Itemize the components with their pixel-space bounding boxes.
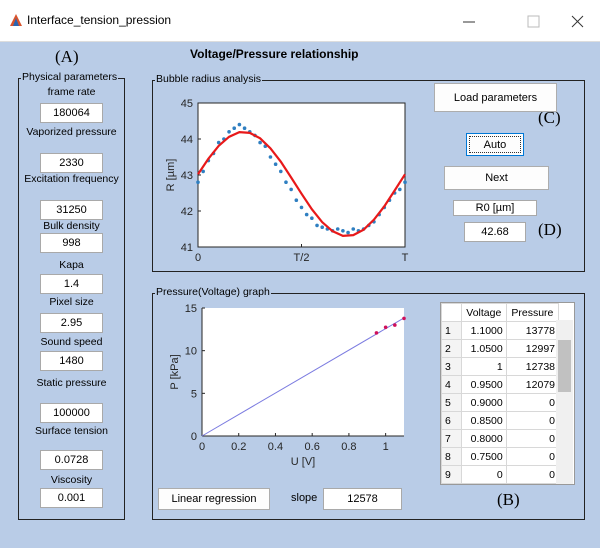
param-label: frame rate: [47, 86, 96, 98]
param-field[interactable]: 180064: [40, 103, 103, 123]
annotation: (A): [55, 47, 79, 66]
param-field[interactable]: 0.001: [40, 488, 103, 508]
param-field[interactable]: 100000: [40, 403, 103, 423]
param-field[interactable]: 1.4: [40, 274, 103, 294]
table-cell: 0: [505, 393, 560, 412]
param-label: Surface tension: [35, 425, 108, 437]
r0-field[interactable]: 42.68: [464, 222, 526, 242]
load-button[interactable]: Load parameters: [434, 83, 557, 112]
param-label: Excitation frequency: [24, 173, 119, 185]
param-label: Vaporized pressure: [26, 126, 117, 138]
table-cell: 0.8000: [460, 429, 507, 448]
corner-cell: [441, 303, 462, 322]
param-label: Kapa: [59, 259, 84, 271]
table-cell: 0.7500: [460, 447, 507, 466]
next-button[interactable]: Next: [444, 166, 549, 190]
slope-field[interactable]: 12578: [323, 488, 402, 510]
param-label: Pixel size: [49, 296, 94, 308]
row-index: 7: [441, 429, 462, 448]
row-index: 10: [441, 483, 462, 484]
row-index: 8: [441, 447, 462, 466]
annotation: (D): [538, 220, 562, 239]
annotation: (C): [538, 108, 561, 127]
table-cell: 12738: [505, 357, 560, 376]
table-cell: 1: [460, 357, 507, 376]
table-cell: 12079: [505, 375, 560, 394]
heading: Voltage/Pressure relationship: [190, 47, 359, 61]
table-cell: 13778: [505, 321, 560, 340]
table-row: 1 1.1000 13778: [441, 321, 560, 340]
table-cell: 1.1000: [460, 321, 507, 340]
row-index: 2: [441, 339, 462, 358]
table-row: 1000: [441, 483, 560, 484]
slope-label: slope: [291, 492, 318, 504]
table-cell: 0.9000: [460, 393, 507, 412]
scroll-thumb: [558, 340, 571, 392]
param-label: Static pressure: [36, 377, 107, 389]
table-cell: 0: [505, 429, 560, 448]
param-field[interactable]: 2330: [40, 153, 103, 173]
table-row: 6 0.8500 0: [441, 411, 560, 430]
param-field[interactable]: 0.0728: [40, 450, 103, 470]
table-cell: 0: [505, 483, 560, 484]
param-field[interactable]: 2.95: [40, 313, 103, 333]
table-cell: 1.0500: [460, 339, 507, 358]
table-row: 8 0.7500 0: [441, 447, 560, 466]
table-row: 5 0.9000 0: [441, 393, 560, 412]
r0-label: R0 [µm]: [453, 200, 537, 216]
row-index: 5: [441, 393, 462, 412]
window-title: Interface_tension_pression: [27, 13, 172, 27]
scroll-up: [560, 320, 570, 334]
column-header: Voltage: [460, 303, 507, 322]
auto-button[interactable]: Auto: [466, 133, 524, 156]
annotation: (B): [497, 490, 520, 509]
group-box: [152, 80, 585, 272]
table-cell: 0: [505, 411, 560, 430]
table-row: 4 0.9500 12079: [441, 375, 560, 394]
table-cell: 0: [460, 465, 507, 484]
row-index: 9: [441, 465, 462, 484]
table-row: 3 1 12738: [441, 357, 560, 376]
table-cell: 0: [505, 447, 560, 466]
table-cell: 0: [460, 483, 507, 484]
row-index: 4: [441, 375, 462, 394]
regression-button[interactable]: Linear regression: [158, 488, 270, 510]
title-bar: Interface_tension_pression: [0, 0, 600, 42]
table-row: 7 0.8000 0: [441, 429, 560, 448]
window-controls[interactable]: [455, 10, 595, 34]
param-label: Bulk density: [43, 220, 100, 232]
row-index: 3: [441, 357, 462, 376]
param-field[interactable]: 1480: [40, 351, 103, 371]
table-cell: 0.9500: [460, 375, 507, 394]
header-row: Voltage Pressure: [441, 303, 560, 322]
column-header: Pressure: [505, 303, 560, 322]
table-cell: 12997: [505, 339, 560, 358]
param-field[interactable]: 998: [40, 233, 103, 253]
row-index: 1: [441, 321, 462, 340]
group-title: Bubble radius analysis: [155, 73, 263, 85]
app-icon: [10, 14, 22, 26]
param-label: Sound speed: [40, 336, 103, 348]
table-cell: 0: [505, 465, 560, 484]
group-title: Physical parameters: [21, 71, 119, 83]
data-table: Voltage Pressure 1 1.1000 13778 2 1.0500 12997 3…: [441, 303, 560, 484]
table-row: 2 1.0500 12997: [441, 339, 560, 358]
param-label: Viscosity: [50, 474, 93, 486]
group-box: [152, 293, 585, 520]
group-title: Pressure(Voltage) graph: [155, 286, 271, 298]
param-field[interactable]: 31250: [40, 200, 103, 220]
row-index: 6: [441, 411, 462, 430]
table-cell: 0.8500: [460, 411, 507, 430]
table-wrap: Voltage Pressure 1 1.1000 13778 2 1.0500 12997 3…: [440, 302, 575, 485]
